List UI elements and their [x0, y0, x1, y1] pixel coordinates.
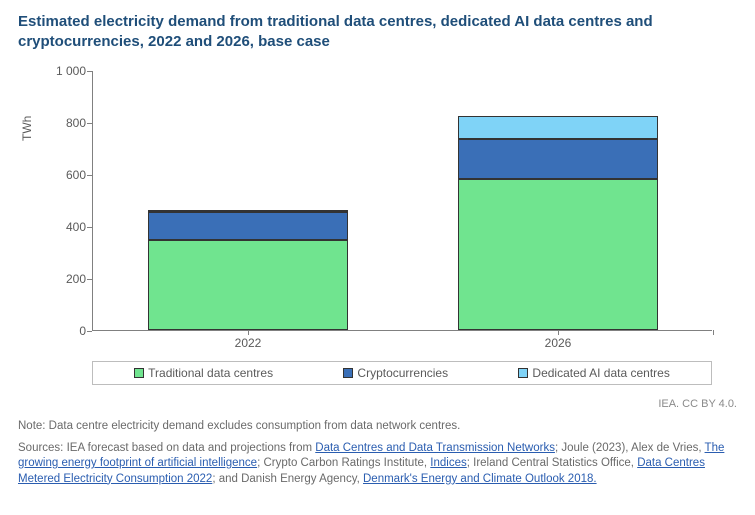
bar-segment-crypto — [148, 212, 348, 241]
bar-segment-crypto — [458, 139, 658, 179]
y-tick-label: 600 — [36, 168, 86, 182]
sources-prefix: Sources: IEA forecast based on data and … — [18, 442, 315, 454]
source-link-3[interactable]: Indices — [430, 457, 466, 469]
x-tick-label: 2026 — [458, 336, 658, 350]
bar-segment-traditional — [458, 179, 658, 330]
source-link-5[interactable]: Denmark's Energy and Climate Outlook 201… — [363, 473, 597, 485]
credit-text: IEA. CC BY 4.0. — [658, 398, 737, 410]
bar-segment-traditional — [148, 240, 348, 330]
chart-title: Estimated electricity demand from tradit… — [18, 12, 737, 51]
legend-item-traditional: Traditional data centres — [134, 366, 273, 380]
x-tick-mark — [713, 330, 714, 335]
sources-text: Sources: IEA forecast based on data and … — [18, 441, 737, 488]
x-tick-mark — [558, 330, 559, 335]
y-tick-label: 200 — [36, 272, 86, 286]
legend-swatch — [134, 368, 144, 378]
bar-segment-ai — [458, 116, 658, 139]
y-tick-label: 400 — [36, 220, 86, 234]
y-tick-label: 800 — [36, 116, 86, 130]
legend-swatch — [343, 368, 353, 378]
legend-label: Dedicated AI data centres — [532, 366, 669, 380]
y-tick-mark — [87, 331, 92, 332]
y-tick-label: 1 000 — [36, 64, 86, 78]
legend: Traditional data centres Cryptocurrencies… — [92, 361, 712, 385]
x-tick-mark — [248, 330, 249, 335]
bar-segment-ai — [148, 210, 348, 212]
y-axis-label: TWh — [20, 116, 34, 141]
sources-t4: ; and Danish Energy Agency, — [212, 473, 363, 485]
source-link-1[interactable]: Data Centres and Data Transmission Netwo… — [315, 442, 555, 454]
legend-swatch — [518, 368, 528, 378]
chart-area: TWh 02004006008001 000 20222026 Traditio… — [22, 61, 732, 371]
y-tick-label: 0 — [36, 324, 86, 338]
plot-region: 20222026 — [92, 71, 712, 331]
note-text: Note: Data centre electricity demand exc… — [18, 419, 737, 435]
legend-item-ai: Dedicated AI data centres — [518, 366, 669, 380]
sources-t1: ; Joule (2023), Alex de Vries, — [555, 442, 705, 454]
legend-label: Traditional data centres — [148, 366, 273, 380]
sources-t3: ; Ireland Central Statistics Office, — [467, 457, 637, 469]
x-tick-label: 2022 — [148, 336, 348, 350]
legend-label: Cryptocurrencies — [357, 366, 448, 380]
legend-item-crypto: Cryptocurrencies — [343, 366, 448, 380]
sources-t2: ; Crypto Carbon Ratings Institute, — [257, 457, 430, 469]
